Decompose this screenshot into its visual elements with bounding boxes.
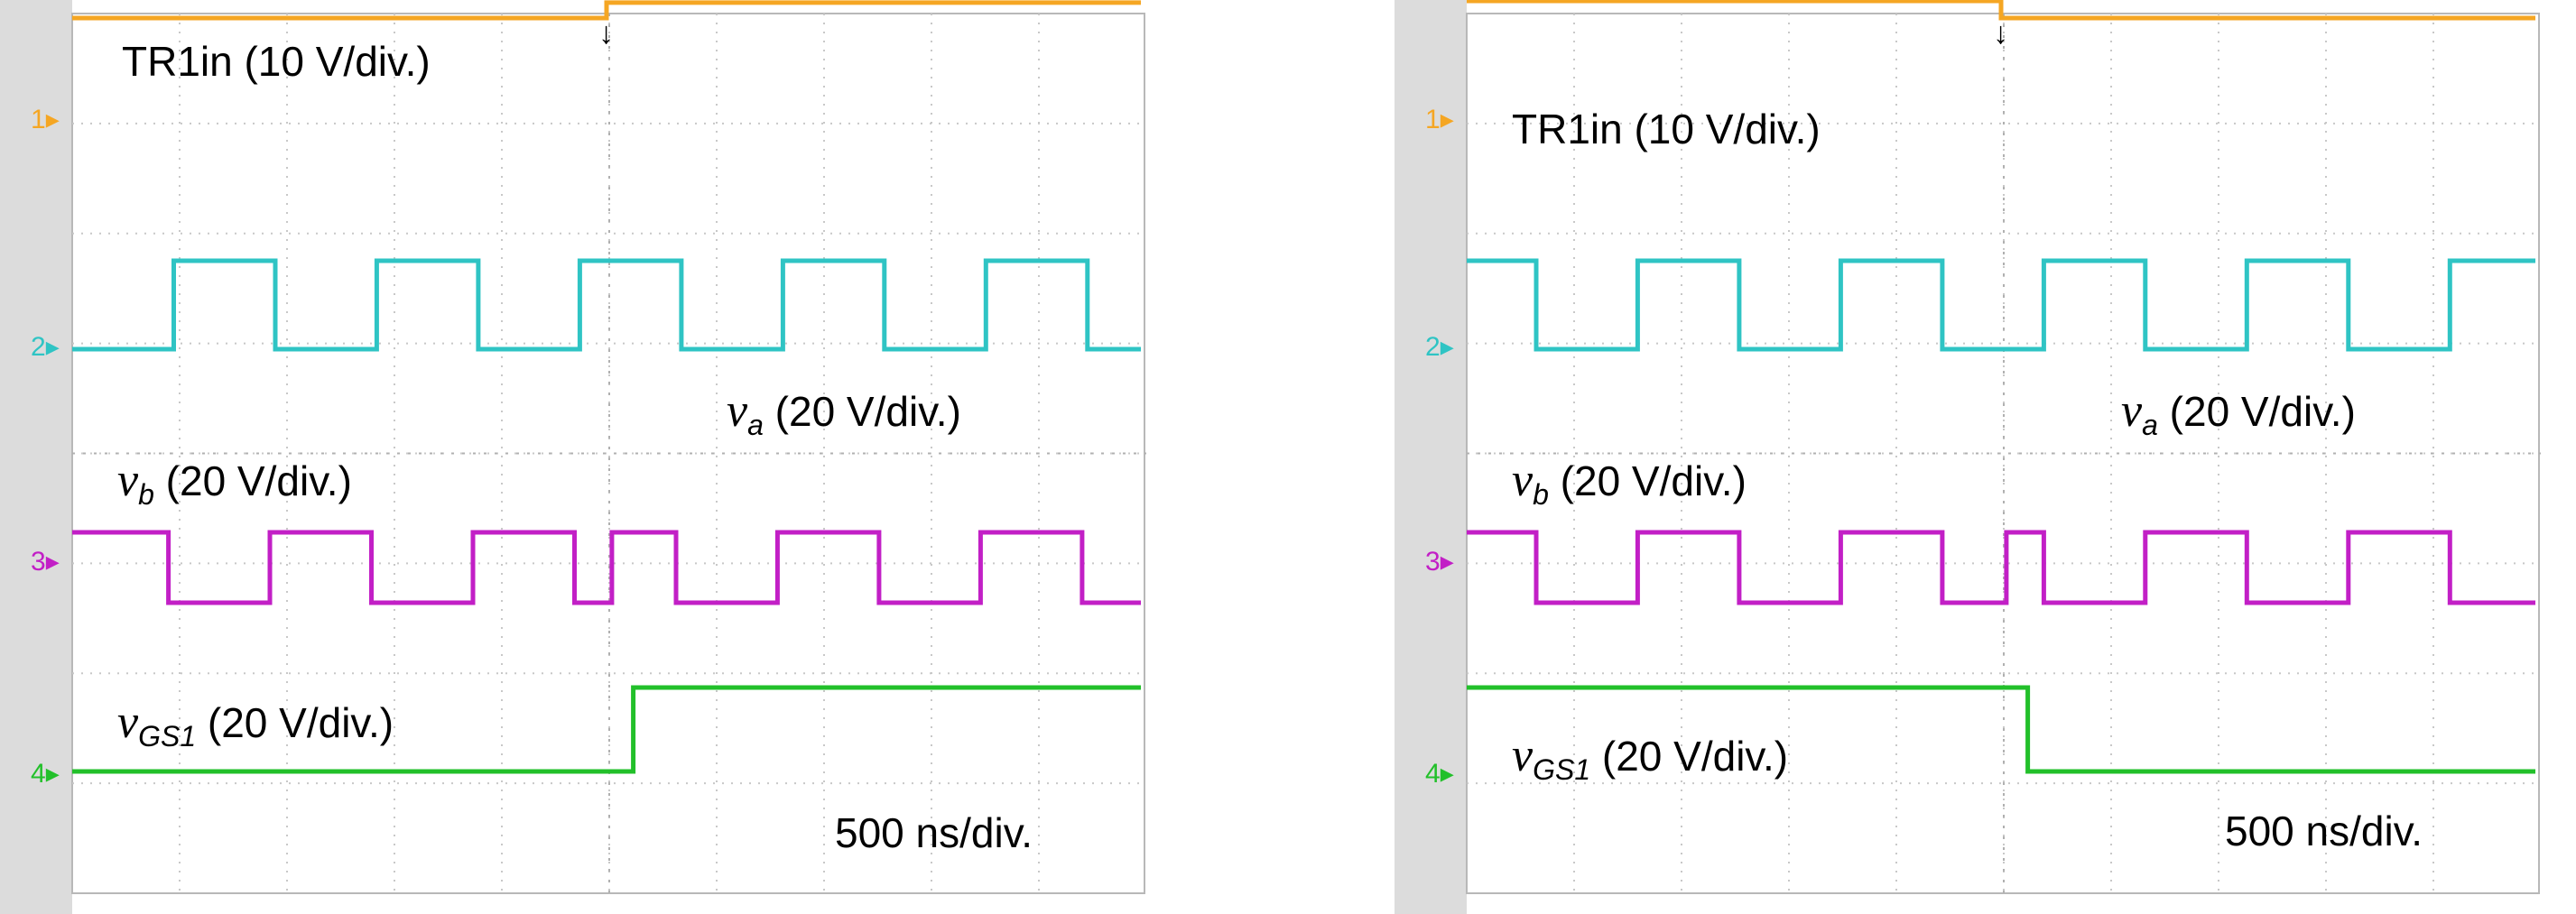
ch3-label-var: v bbox=[1512, 455, 1534, 506]
ch3-label-sub: b bbox=[138, 478, 154, 512]
oscilloscope-capture-right: TR1in (10 V/div.) va (20 V/div.) vb (20 … bbox=[1395, 0, 2541, 914]
ch2-label-scale: (20 V/div.) bbox=[774, 388, 961, 435]
ch2-label-var: v bbox=[727, 385, 748, 437]
ch3-label: vb (20 V/div.) bbox=[1512, 455, 1747, 512]
ch3-label-var: v bbox=[117, 455, 139, 506]
ch1-label: TR1in (10 V/div.) bbox=[1512, 106, 1821, 152]
ch4-marker: 4▸ bbox=[31, 759, 60, 789]
ch4-label-sub: GS1 bbox=[1533, 753, 1591, 787]
ch2-marker: 2▸ bbox=[31, 332, 60, 362]
ch1-marker: 1▸ bbox=[1425, 105, 1454, 134]
scope-plot-right bbox=[1395, 0, 2541, 914]
ch2-marker-text: 2 bbox=[31, 332, 46, 362]
trace-v_b bbox=[72, 530, 1141, 605]
ch4-label-scale: (20 V/div.) bbox=[207, 699, 394, 746]
trace-TR1in bbox=[72, 0, 1141, 21]
ch3-label-scale: (20 V/div.) bbox=[165, 457, 352, 504]
ch3-marker-text: 3 bbox=[1425, 547, 1441, 577]
ch2-label-sub: a bbox=[2142, 409, 2158, 442]
ch4-marker-text: 4 bbox=[1425, 759, 1441, 789]
trace-v_a bbox=[1467, 258, 2535, 352]
oscilloscope-capture-left: TR1in (10 V/div.) va (20 V/div.) vb (20 … bbox=[0, 0, 1146, 914]
ch2-label-sub: a bbox=[747, 409, 764, 442]
ch3-marker: 3▸ bbox=[31, 547, 60, 577]
ch3-marker: 3▸ bbox=[1425, 547, 1454, 577]
ch2-label-var: v bbox=[2121, 385, 2143, 437]
ch2-label: va (20 V/div.) bbox=[2121, 385, 2356, 442]
ch4-label-var: v bbox=[1512, 730, 1534, 781]
trace-v_GS1 bbox=[1467, 685, 2535, 774]
ch2-marker-text: 2 bbox=[1425, 332, 1441, 362]
trigger-marker: ↓ bbox=[1993, 16, 2008, 51]
scope-left-border bbox=[0, 0, 72, 914]
timebase-label: 500 ns/div. bbox=[2225, 808, 2423, 854]
trace-v_b bbox=[1467, 530, 2535, 605]
trace-TR1in bbox=[1467, 0, 2535, 21]
ch1-label: TR1in (10 V/div.) bbox=[122, 38, 431, 85]
ch3-label-scale: (20 V/div.) bbox=[1560, 457, 1747, 504]
ch3-marker-text: 3 bbox=[31, 547, 46, 577]
trigger-marker: ↓ bbox=[598, 16, 614, 51]
ch2-label-scale: (20 V/div.) bbox=[2169, 388, 2356, 435]
ch4-label-var: v bbox=[117, 697, 139, 748]
scope-plot-left bbox=[0, 0, 1146, 914]
ch1-marker-text: 1 bbox=[31, 105, 46, 134]
ch4-marker: 4▸ bbox=[1425, 759, 1454, 789]
scope-left-border bbox=[1395, 0, 1467, 914]
ch1-marker-text: 1 bbox=[1425, 105, 1441, 134]
ch3-label: vb (20 V/div.) bbox=[117, 455, 352, 512]
ch4-label: vGS1 (20 V/div.) bbox=[117, 697, 394, 753]
ch3-label-sub: b bbox=[1533, 478, 1549, 512]
trace-v_a bbox=[72, 258, 1141, 352]
ch4-label-scale: (20 V/div.) bbox=[1601, 733, 1789, 780]
trace-v_GS1 bbox=[72, 685, 1141, 774]
ch2-marker: 2▸ bbox=[1425, 332, 1454, 362]
ch1-marker: 1▸ bbox=[31, 105, 60, 134]
ch2-label: va (20 V/div.) bbox=[727, 385, 961, 442]
ch4-marker-text: 4 bbox=[31, 759, 46, 789]
ch4-label: vGS1 (20 V/div.) bbox=[1512, 730, 1789, 787]
ch4-label-sub: GS1 bbox=[138, 720, 197, 753]
timebase-label: 500 ns/div. bbox=[835, 809, 1033, 856]
